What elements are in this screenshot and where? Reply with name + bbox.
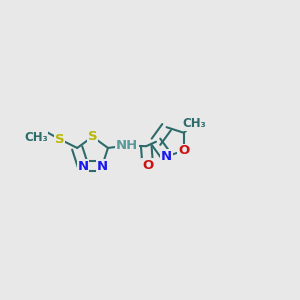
Text: O: O xyxy=(142,159,153,172)
Text: NH: NH xyxy=(116,139,138,152)
Text: N: N xyxy=(161,150,172,163)
Text: N: N xyxy=(97,160,108,172)
Text: CH₃: CH₃ xyxy=(182,117,206,130)
Text: S: S xyxy=(88,130,98,143)
Text: CH₃: CH₃ xyxy=(24,131,48,144)
Text: O: O xyxy=(178,144,189,157)
Text: N: N xyxy=(77,160,88,172)
Text: S: S xyxy=(55,133,64,146)
